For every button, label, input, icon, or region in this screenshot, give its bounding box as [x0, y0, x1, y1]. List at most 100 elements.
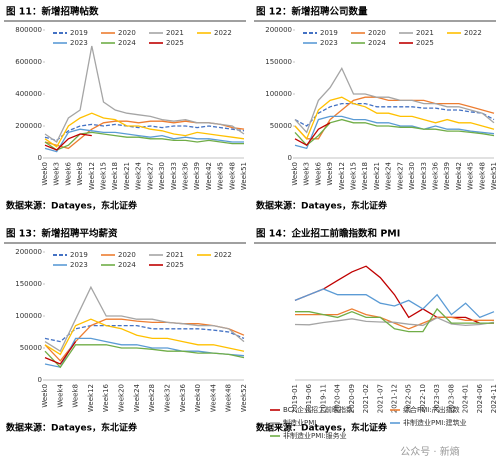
legend-label: 非制造业PMI:建筑业 [403, 418, 467, 427]
x-tick-label: Week32 [163, 384, 171, 412]
y-tick-label: 200000 [265, 26, 292, 34]
x-tick-label: Week3 [303, 162, 311, 186]
series-line [294, 96, 495, 140]
x-tick-label: Week12 [88, 162, 96, 190]
series-line [44, 285, 245, 353]
x-tick-label: 2022-05 [405, 384, 413, 413]
x-tick-label: Week0 [41, 384, 49, 408]
series-line [295, 308, 494, 330]
legend-label: 2023 [70, 261, 88, 269]
x-tick-label: Week30 [408, 162, 416, 190]
legend-label: 2021 [166, 251, 184, 259]
series-line [294, 118, 495, 147]
series-line [44, 123, 245, 142]
series-line [294, 102, 495, 127]
legend-label: 2023 [320, 39, 338, 47]
x-tick-label: Week21 [373, 162, 381, 190]
x-tick-label: Week12 [87, 384, 95, 412]
series-line [294, 288, 495, 319]
source-note: 数据来源：Datayes，东北证券 [6, 200, 138, 212]
y-tick-label: 50000 [20, 344, 42, 352]
legend-label: 2019 [70, 29, 88, 37]
x-tick-label: Week12 [338, 162, 346, 190]
y-tick-label: 150000 [15, 280, 42, 288]
x-tick-label: Week24 [135, 161, 143, 190]
legend-label: 非制造业PMI:服务业 [283, 431, 347, 440]
x-tick-label: Week4 [56, 383, 64, 407]
legend-label: 2019 [320, 29, 338, 37]
x-tick-label: Week33 [420, 162, 428, 190]
x-tick-label: 2022-10 [419, 384, 427, 413]
y-tick-label: 0 [288, 154, 292, 162]
x-tick-label: Week51 [490, 162, 498, 190]
x-tick-label: Week24 [385, 161, 393, 190]
series-line [44, 324, 245, 343]
y-tick-label: 400000 [15, 90, 42, 98]
x-tick-label: Week44 [209, 383, 217, 412]
x-tick-label: Week42 [455, 162, 463, 190]
series-line [44, 133, 92, 151]
x-tick-label: Week28 [148, 384, 156, 412]
x-tick-label: Week3 [53, 162, 61, 186]
x-tick-label: Week27 [146, 162, 154, 190]
series-line [294, 67, 495, 134]
x-tick-label: Week51 [240, 162, 248, 190]
x-tick-label: 2024-11 [490, 384, 498, 413]
series-line [44, 131, 244, 151]
series-line [294, 316, 495, 327]
chart-title: 图 13：新增招聘平均薪资 [6, 228, 118, 240]
x-tick-label: Week48 [228, 162, 236, 190]
x-tick-label: 2024-06 [476, 383, 484, 413]
legend-label: 2021 [416, 29, 434, 37]
x-tick-label: 2021-02 [362, 384, 370, 413]
legend-label: 2022 [214, 251, 232, 259]
y-tick-label: 50000 [270, 122, 292, 130]
series-line [44, 344, 245, 369]
x-tick-label: Week45 [217, 162, 225, 190]
x-tick-label: Week52 [240, 384, 248, 412]
legend-label: 2024 [368, 39, 386, 47]
x-tick-label: 2019-01 [291, 384, 299, 413]
x-tick-label: Week6 [314, 161, 322, 185]
legend-label: 2025 [416, 39, 434, 47]
series-line [295, 307, 494, 333]
y-tick-label: 0 [38, 154, 42, 162]
x-tick-label: Week39 [193, 162, 201, 190]
series-line [294, 115, 495, 150]
x-tick-label: Week36 [181, 161, 189, 190]
x-tick-label: Week48 [478, 162, 486, 190]
series-line [44, 318, 245, 356]
x-tick-label: Week20 [118, 384, 126, 412]
legend-label: 2022 [214, 29, 232, 37]
chart-title: 图 14：企业招工前瞻指数和 PMI [256, 228, 400, 240]
x-tick-label: Week40 [194, 384, 202, 412]
x-tick-label: Week8 [72, 384, 80, 408]
x-tick-label: Week18 [111, 162, 119, 190]
x-tick-label: Week15 [350, 162, 358, 190]
legend-label: 2019 [70, 251, 88, 259]
legend-label: 2020 [118, 251, 136, 259]
x-tick-label: 2023-03 [433, 384, 441, 413]
x-tick-label: Week16 [102, 383, 110, 412]
legend-label: BCI:企业招工前瞻指数 [283, 405, 353, 414]
x-tick-label: 2021-12 [391, 384, 399, 413]
legend-label: 2020 [118, 29, 136, 37]
series-line [44, 45, 245, 143]
legend-label: 2023 [70, 39, 88, 47]
series-line [294, 265, 494, 324]
x-tick-label: Week24 [133, 383, 141, 412]
x-tick-label: Week18 [361, 162, 369, 190]
x-tick-label: Week0 [41, 162, 49, 186]
x-tick-label: Week0 [291, 162, 299, 186]
x-tick-label: Week48 [225, 384, 233, 412]
legend-label: 2020 [368, 29, 386, 37]
y-tick-label: 200000 [15, 122, 42, 130]
x-tick-label: Week39 [443, 162, 451, 190]
x-tick-label: Week45 [467, 162, 475, 190]
x-tick-label: Week33 [170, 162, 178, 190]
x-tick-label: 2023-08 [447, 384, 455, 413]
x-tick-label: Week36 [431, 161, 439, 190]
legend-label: 制造业PMI [283, 418, 316, 427]
series-line [44, 112, 245, 148]
